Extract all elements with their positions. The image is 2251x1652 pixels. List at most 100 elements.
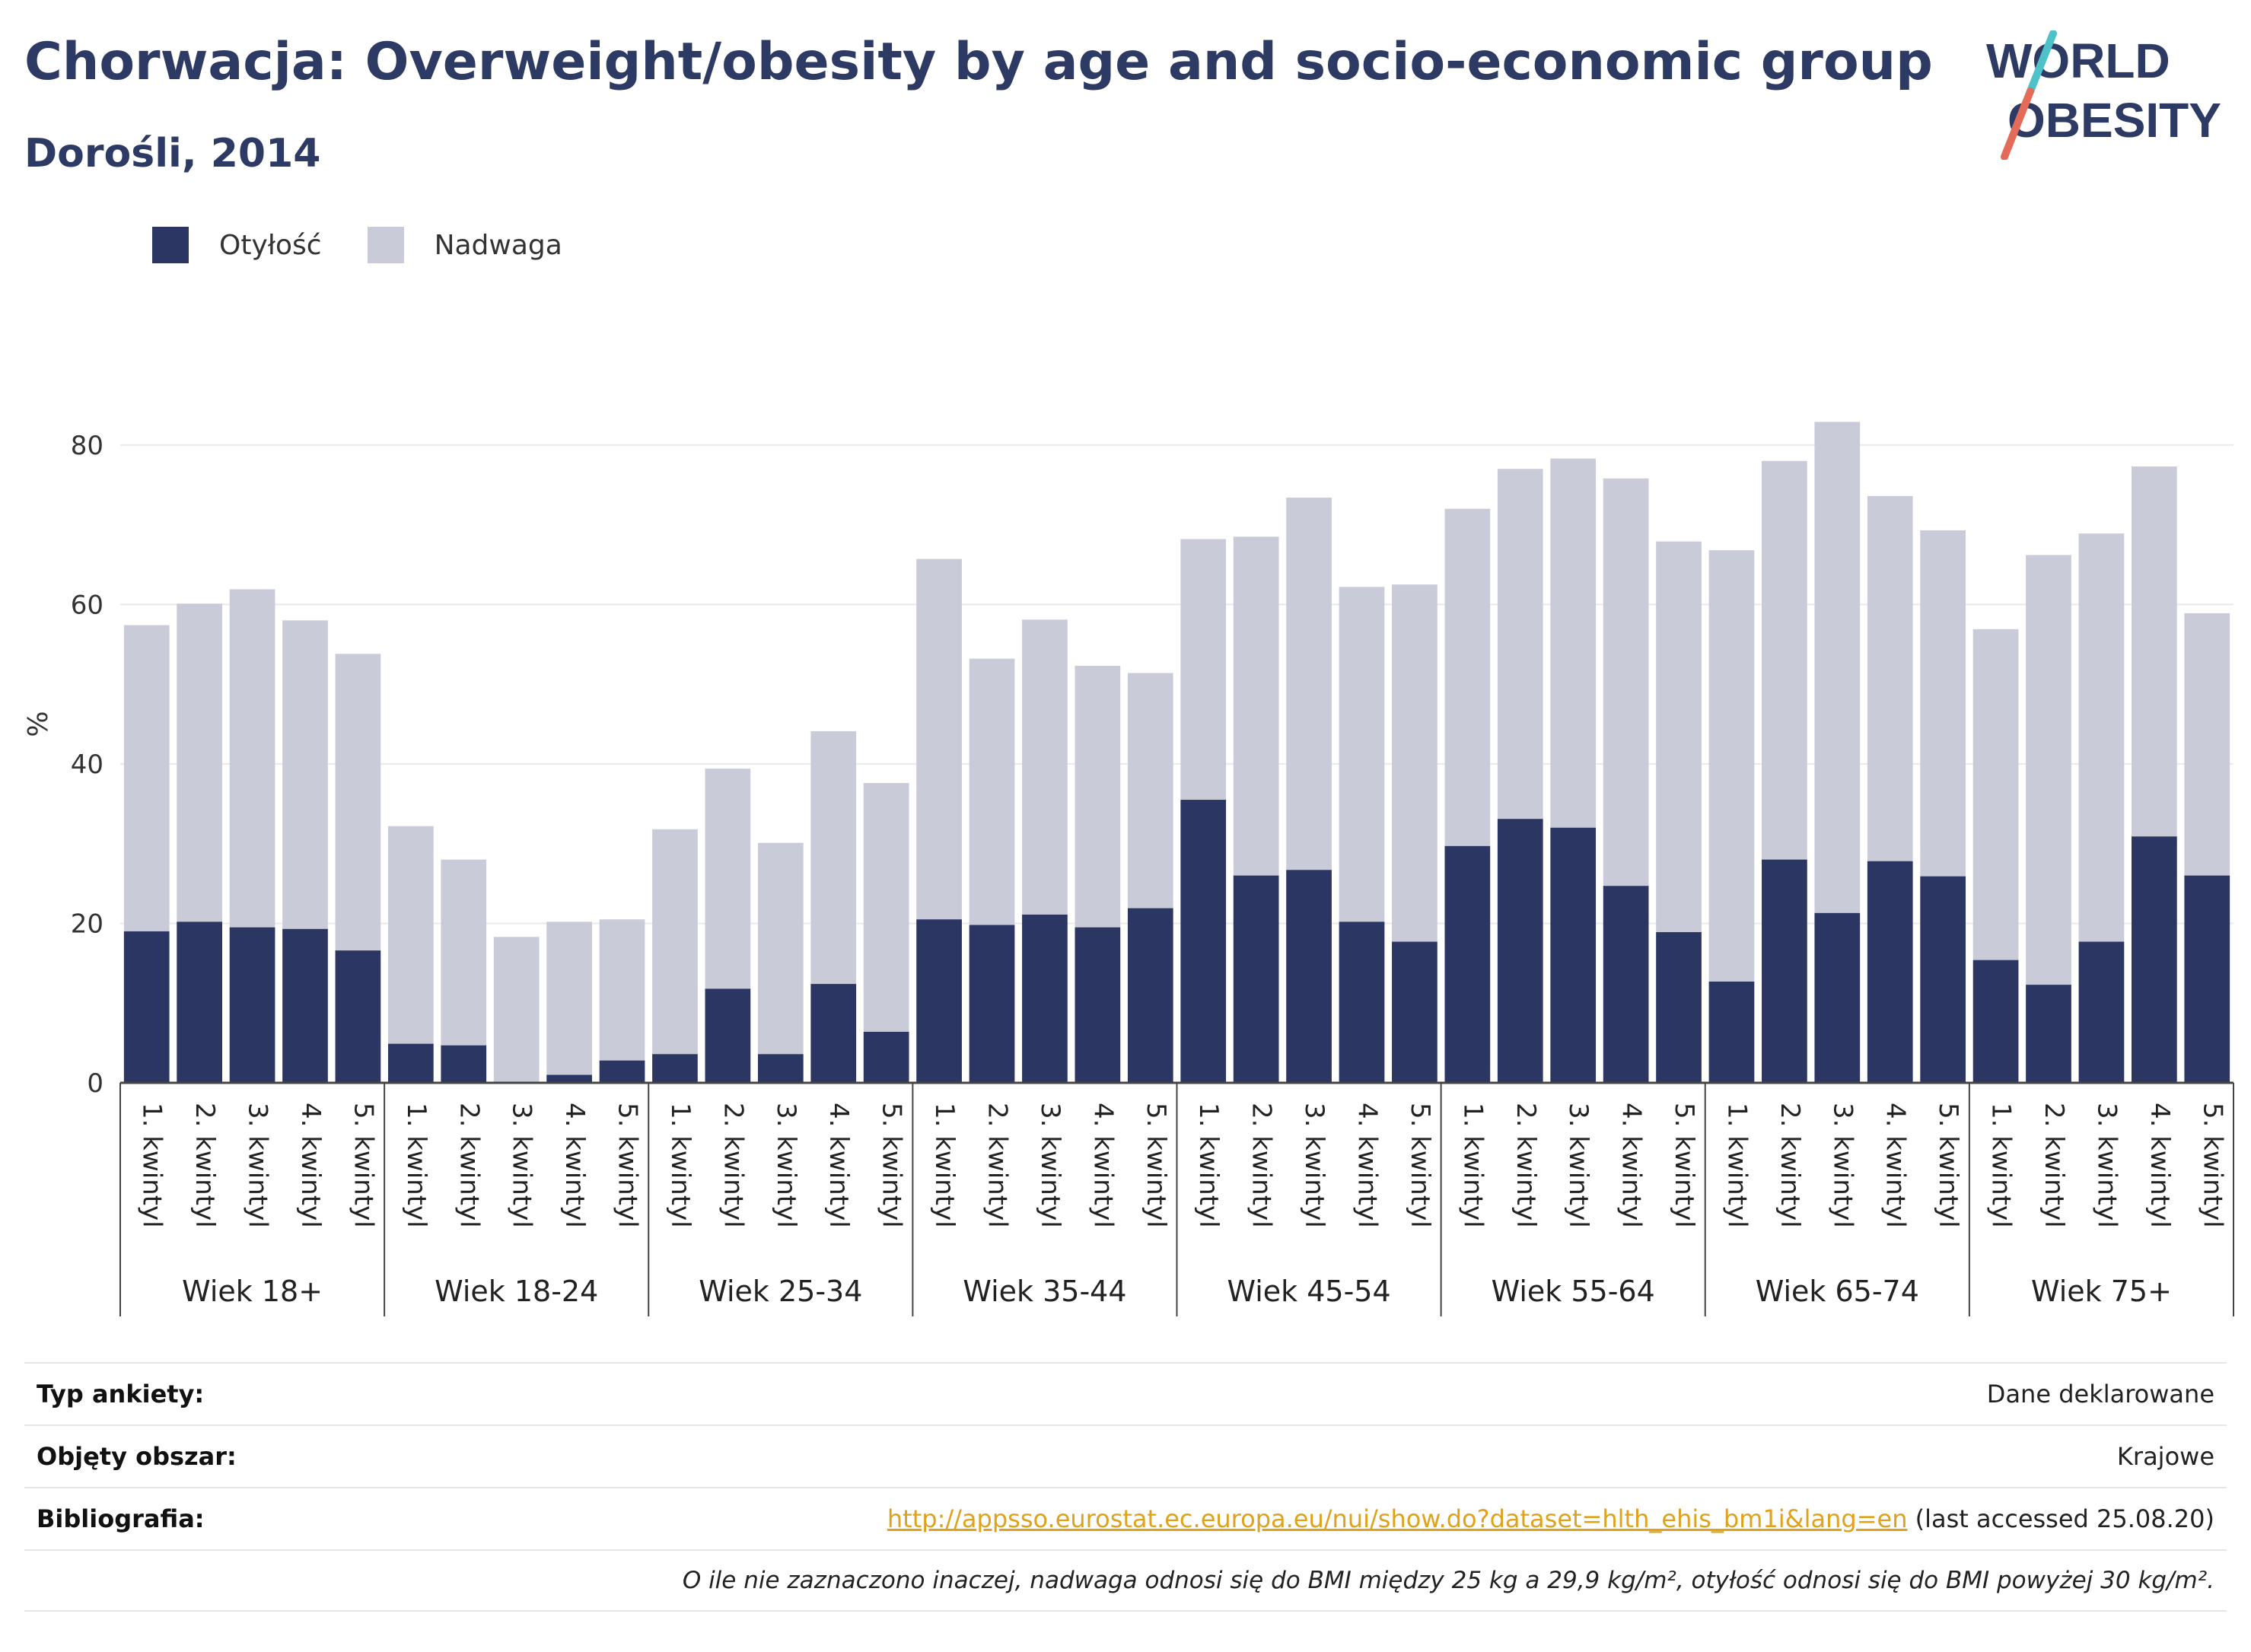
group-label: Wiek 18-24	[435, 1275, 598, 1308]
bar-obesity	[1603, 886, 1649, 1083]
bar-overweight	[1708, 550, 1755, 982]
bar-overweight	[493, 937, 540, 1083]
x-category-label: 3. kwintyl	[1035, 1103, 1065, 1228]
x-category-label: 1. kwintyl	[665, 1103, 696, 1228]
x-category-label: 4. kwintyl	[1616, 1103, 1647, 1228]
legend-swatch-overweight	[367, 227, 404, 263]
logo-accent-red	[2001, 88, 2034, 160]
bar-overweight	[546, 921, 592, 1075]
x-category-label: 2. kwintyl	[982, 1103, 1013, 1228]
bar-obesity	[757, 1054, 804, 1083]
group-label: Wiek 55-64	[1492, 1275, 1655, 1308]
bar-obesity	[441, 1045, 487, 1083]
bar-overweight	[2132, 466, 2177, 837]
x-category-label: 3. kwintyl	[1299, 1103, 1329, 1228]
legend-label-overweight: Nadwaga	[434, 229, 562, 261]
bar-obesity	[1920, 876, 1966, 1083]
x-category-label: 5. kwintyl	[1933, 1103, 1963, 1228]
x-category-label: 4. kwintyl	[823, 1103, 854, 1228]
y-axis-label: %	[23, 711, 54, 737]
bar-overweight	[1550, 458, 1597, 828]
info-row-coverage: Objęty obszar: Krajowe	[24, 1424, 2227, 1487]
logo-accent-teal	[2027, 30, 2057, 95]
bar-overweight	[1444, 508, 1491, 846]
group-label: Wiek 18+	[182, 1275, 323, 1308]
bar-obesity	[705, 988, 751, 1083]
x-category-label: 1. kwintyl	[929, 1103, 960, 1228]
x-category-label: 2. kwintyl	[1246, 1103, 1277, 1228]
x-category-label: 4. kwintyl	[559, 1103, 590, 1228]
bar-overweight	[282, 620, 328, 929]
coverage-value: Krajowe	[2116, 1442, 2214, 1471]
x-category-label: 5. kwintyl	[613, 1103, 643, 1228]
bar-obesity	[1656, 931, 1702, 1083]
x-category-label: 3. kwintyl	[1563, 1103, 1594, 1228]
x-category-label: 5. kwintyl	[2197, 1103, 2227, 1228]
group-label: Wiek 45-54	[1227, 1275, 1390, 1308]
bar-obesity	[1708, 981, 1755, 1083]
chart-legend: Otyłość Nadwaga	[152, 227, 608, 263]
x-category-label: 2. kwintyl	[454, 1103, 484, 1228]
bar-overweight	[1286, 497, 1332, 871]
bar-overweight	[1972, 629, 2019, 960]
bar-obesity	[863, 1031, 909, 1083]
x-category-label: 1. kwintyl	[1721, 1103, 1752, 1228]
bar-obesity	[1550, 827, 1597, 1083]
bar-overweight	[1339, 587, 1385, 922]
bar-overweight	[229, 589, 275, 928]
x-category-label: 2. kwintyl	[1511, 1103, 1541, 1228]
info-row-bibliography: Bibliografia: http://appsso.eurostat.ec.…	[24, 1487, 2227, 1549]
bar-overweight	[177, 603, 222, 922]
bar-obesity	[1286, 870, 1332, 1083]
y-tick-label: 20	[71, 909, 103, 939]
bar-overweight	[387, 826, 434, 1044]
bibliography-label: Bibliografia:	[37, 1504, 205, 1533]
x-category-label: 1. kwintyl	[1986, 1103, 2017, 1228]
x-category-label: 1. kwintyl	[401, 1103, 431, 1228]
bar-overweight	[1814, 422, 1861, 913]
bar-obesity	[546, 1074, 592, 1083]
survey-type-value: Dane deklarowane	[1986, 1380, 2214, 1408]
bar-obesity	[1180, 800, 1227, 1083]
logo-line2: OBESITY	[2007, 93, 2221, 148]
x-category-label: 2. kwintyl	[718, 1103, 748, 1228]
bar-overweight	[652, 829, 698, 1055]
x-category-label: 1. kwintyl	[137, 1103, 167, 1228]
bar-overweight	[969, 658, 1015, 925]
bar-obesity	[229, 927, 275, 1083]
coverage-label: Objęty obszar:	[37, 1442, 237, 1471]
bar-overweight	[441, 859, 487, 1046]
bar-overweight	[123, 625, 170, 931]
info-table: Typ ankiety: Dane deklarowane Objęty obs…	[24, 1362, 2227, 1612]
legend-label-obesity: Otyłość	[219, 229, 322, 261]
bar-overweight	[705, 769, 751, 989]
survey-type-label: Typ ankiety:	[37, 1380, 205, 1408]
x-category-label: 4. kwintyl	[2144, 1103, 2175, 1228]
x-category-label: 4. kwintyl	[1880, 1103, 1911, 1228]
bibliography-value: http://appsso.eurostat.ec.europa.eu/nui/…	[887, 1504, 2214, 1533]
bar-obesity	[2132, 836, 2177, 1083]
x-category-label: 3. kwintyl	[771, 1103, 801, 1228]
x-category-label: 3. kwintyl	[1827, 1103, 1858, 1228]
bar-obesity	[282, 928, 328, 1083]
x-category-label: 5. kwintyl	[1405, 1103, 1435, 1228]
x-category-label: 4. kwintyl	[295, 1103, 326, 1228]
bar-overweight	[1022, 619, 1068, 915]
bar-overweight	[1075, 666, 1121, 928]
bar-obesity	[123, 931, 170, 1083]
x-category-label: 3. kwintyl	[2091, 1103, 2122, 1228]
x-category-label: 4. kwintyl	[1087, 1103, 1118, 1228]
x-category-label: 2. kwintyl	[1775, 1103, 1805, 1228]
group-label: Wiek 35-44	[963, 1275, 1126, 1308]
y-tick-label: 60	[71, 590, 103, 620]
bar-obesity	[1497, 819, 1543, 1083]
bibliography-accessed: (last accessed 25.08.20)	[1915, 1504, 2214, 1533]
bar-obesity	[335, 950, 381, 1083]
bar-overweight	[1762, 460, 1807, 860]
bar-obesity	[599, 1060, 645, 1083]
bibliography-link[interactable]: http://appsso.eurostat.ec.europa.eu/nui/…	[887, 1504, 1908, 1533]
bar-obesity	[1762, 859, 1807, 1083]
x-category-label: 1. kwintyl	[1457, 1103, 1488, 1228]
bar-overweight	[1233, 536, 1279, 876]
bar-overweight	[1656, 541, 1702, 932]
